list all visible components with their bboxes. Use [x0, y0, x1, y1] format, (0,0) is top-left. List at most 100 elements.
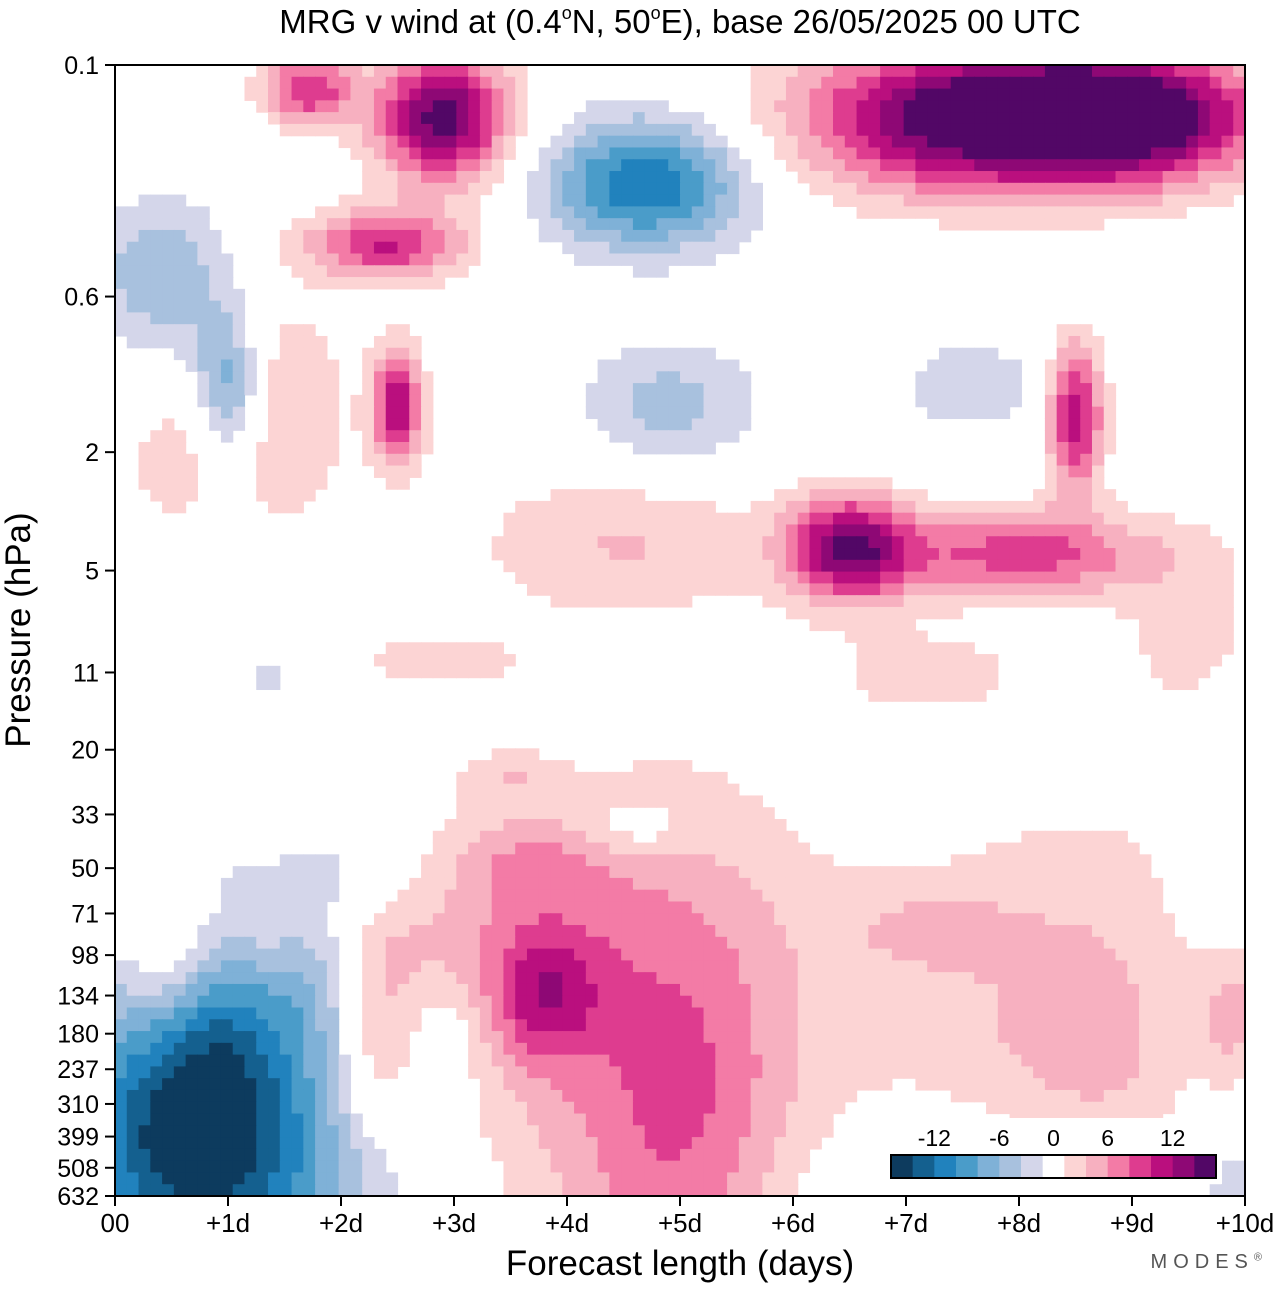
heatmap-cell [338, 135, 352, 149]
heatmap-cell [362, 277, 375, 290]
heatmap-cell [220, 1078, 234, 1091]
heatmap-cell [762, 88, 775, 101]
heatmap-cell [632, 548, 646, 561]
heatmap-cell [750, 1113, 763, 1126]
heatmap-cell [856, 972, 869, 985]
heatmap-cell [927, 359, 940, 372]
heatmap-cell [515, 548, 528, 561]
heatmap-cell [220, 913, 234, 926]
heatmap-cell [844, 524, 858, 537]
heatmap-cell [962, 877, 975, 891]
heatmap-cell [703, 359, 716, 372]
heatmap-cell [668, 1137, 681, 1150]
heatmap-cell [703, 512, 716, 526]
heatmap-cell [715, 430, 728, 443]
heatmap-cell [1139, 1054, 1152, 1068]
heatmap-cell [797, 559, 811, 573]
heatmap-cell [986, 665, 999, 679]
heatmap-cell [350, 65, 363, 78]
heatmap-cell [809, 1007, 822, 1020]
heatmap-cell [962, 65, 975, 78]
heatmap-cell [1033, 194, 1046, 207]
colorbar-label: 6 [1101, 1125, 1114, 1151]
heatmap-cell [1221, 147, 1234, 160]
heatmap-cell [1080, 347, 1093, 361]
heatmap-cell [880, 76, 893, 90]
y-tick-label: 508 [57, 1155, 99, 1183]
heatmap-cell [656, 218, 669, 231]
heatmap-cell [644, 1113, 658, 1126]
heatmap-cell [656, 571, 669, 584]
heatmap-cell [691, 536, 705, 549]
heatmap-cell [220, 1066, 234, 1079]
heatmap-cell [715, 194, 728, 207]
heatmap-cell [903, 112, 917, 125]
heatmap-cell [574, 524, 587, 537]
heatmap-cell [491, 960, 505, 973]
heatmap-cell [844, 1007, 858, 1020]
heatmap-cell [550, 1184, 563, 1196]
heatmap-cell [1115, 913, 1128, 926]
heatmap-cell [315, 229, 328, 243]
heatmap-cell [762, 1031, 775, 1044]
heatmap-cell [880, 147, 893, 160]
heatmap-cell [515, 65, 528, 78]
heatmap-cell [621, 123, 634, 137]
heatmap-cell [632, 241, 646, 255]
heatmap-cell [1080, 135, 1093, 149]
heatmap-cell [738, 548, 752, 561]
heatmap-cell [326, 1007, 340, 1020]
heatmap-cell [1162, 630, 1175, 643]
heatmap-cell [315, 1160, 328, 1174]
heatmap-cell [303, 123, 316, 137]
heatmap-cell [268, 1007, 281, 1020]
heatmap-cell [1021, 889, 1034, 903]
heatmap-cell [1174, 536, 1187, 549]
heatmap-cell [173, 194, 187, 207]
heatmap-cell [468, 1031, 481, 1044]
heatmap-cell [397, 359, 410, 372]
heatmap-cell [538, 1160, 552, 1174]
heatmap-cell [821, 147, 834, 160]
heatmap-cell [1033, 112, 1046, 125]
heatmap-cell [962, 995, 975, 1009]
heatmap-cell [1127, 606, 1140, 620]
heatmap-cell [774, 1125, 787, 1138]
heatmap-cell [915, 123, 928, 137]
heatmap-cell [986, 359, 999, 372]
heatmap-cell [597, 1054, 610, 1068]
heatmap-cell [209, 1125, 222, 1138]
heatmap-cell [1233, 1031, 1245, 1044]
heatmap-cell [338, 241, 352, 255]
heatmap-cell [456, 241, 469, 255]
heatmap-cell [397, 253, 410, 266]
heatmap-cell [632, 559, 646, 573]
heatmap-cell [703, 147, 716, 160]
heatmap-cell [562, 783, 575, 797]
heatmap-cell [880, 936, 893, 950]
heatmap-cell [668, 1184, 681, 1196]
heatmap-cell [785, 489, 799, 502]
heatmap-cell [1127, 1101, 1140, 1115]
heatmap-cell [1186, 972, 1199, 985]
heatmap-cell [185, 972, 198, 985]
heatmap-cell [986, 983, 999, 997]
heatmap-cell [997, 182, 1011, 196]
heatmap-cell [1174, 548, 1187, 561]
heatmap-cell [1174, 583, 1187, 596]
heatmap-cell [185, 265, 198, 278]
heatmap-cell [927, 866, 940, 879]
heatmap-cell [880, 536, 893, 549]
heatmap-cell [362, 123, 375, 137]
heatmap-cell [715, 819, 728, 832]
heatmap-cell [986, 100, 999, 113]
heatmap-cell [138, 477, 151, 490]
heatmap-cell [244, 901, 257, 914]
heatmap-cell [844, 571, 858, 584]
heatmap-cell [503, 76, 516, 90]
heatmap-cell [1233, 135, 1245, 149]
heatmap-cell [738, 194, 752, 207]
heatmap-cell [1174, 948, 1187, 961]
heatmap-cell [197, 324, 210, 337]
heatmap-cell [315, 477, 328, 490]
